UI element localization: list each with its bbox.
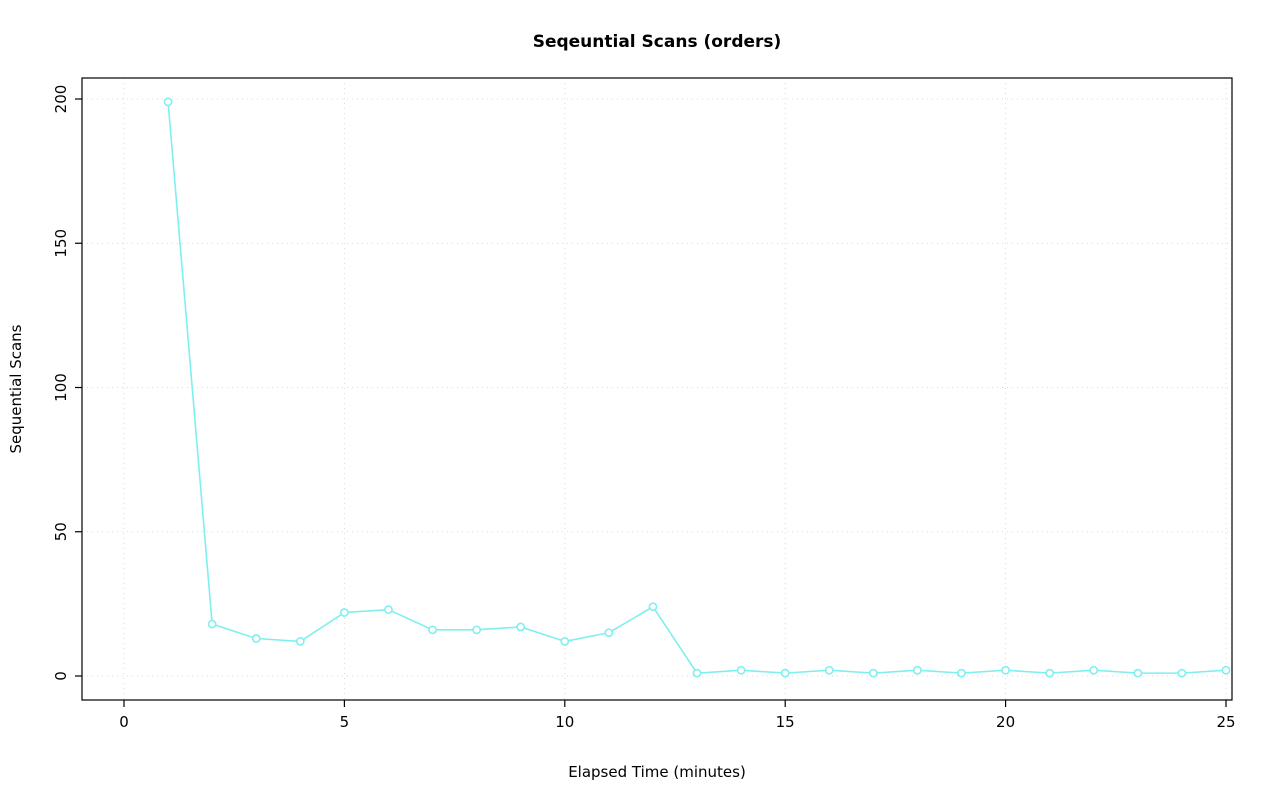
x-tick-label: 0 [119, 713, 129, 731]
data-point-marker [1133, 668, 1143, 678]
data-point-marker [384, 605, 393, 615]
data-point-marker [1177, 668, 1187, 678]
data-point-marker [913, 665, 922, 675]
data-point-marker [1089, 665, 1099, 675]
data-point-marker [824, 665, 834, 675]
data-point-marker [868, 668, 878, 678]
data-point-marker [207, 619, 217, 629]
data-point-marker [692, 668, 702, 678]
data-point-marker [736, 665, 746, 675]
x-axis-label: Elapsed Time (minutes) [568, 763, 746, 781]
y-axis-label: Sequential Scans [7, 324, 25, 453]
data-point-marker [163, 97, 173, 107]
data-point-marker [1001, 665, 1010, 675]
data-point-marker [560, 636, 570, 646]
y-tick-label: 200 [52, 85, 70, 114]
y-tick-label: 100 [52, 373, 70, 402]
y-tick-label: 150 [52, 229, 70, 258]
plot-area: 0 5 10 15 20 25 0 50 100 150 200 [52, 77, 1236, 731]
x-tick-label: 25 [1216, 713, 1235, 731]
data-point-marker [516, 622, 526, 632]
x-tick-label: 10 [555, 713, 574, 731]
x-tick-label: 15 [776, 713, 795, 731]
data-point-marker [251, 634, 261, 643]
data-point-marker [1045, 668, 1055, 678]
y-tick-label: 0 [52, 671, 70, 681]
chart-title: Seqeuntial Scans (orders) [533, 32, 782, 52]
data-point-marker [1221, 665, 1231, 675]
data-point-marker [604, 628, 614, 638]
data-point-marker [428, 625, 437, 635]
data-point-marker [339, 608, 349, 617]
x-tick-label: 20 [996, 713, 1015, 731]
x-tick-label: 5 [340, 713, 350, 731]
data-point-marker [957, 668, 966, 678]
plot-box [81, 77, 1233, 701]
data-point-marker [780, 668, 790, 678]
data-point-marker [472, 625, 482, 635]
data-point-marker [648, 602, 658, 612]
y-tick-label: 50 [52, 522, 70, 541]
data-point-marker [295, 636, 305, 646]
